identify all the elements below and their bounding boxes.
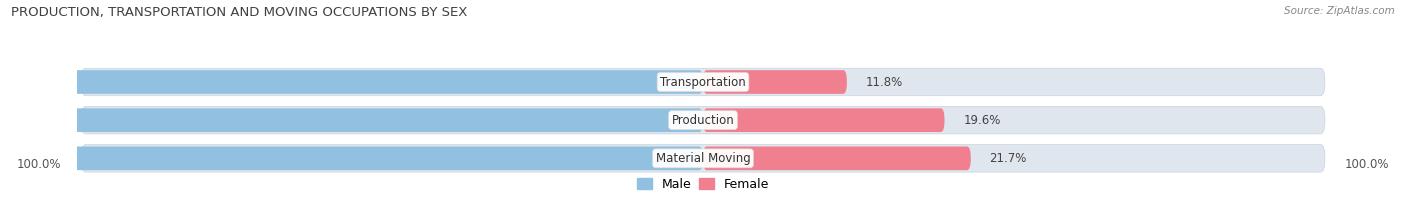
Text: PRODUCTION, TRANSPORTATION AND MOVING OCCUPATIONS BY SEX: PRODUCTION, TRANSPORTATION AND MOVING OC…: [11, 6, 468, 19]
FancyBboxPatch shape: [703, 147, 970, 170]
Text: Material Moving: Material Moving: [655, 152, 751, 165]
FancyBboxPatch shape: [0, 70, 703, 94]
FancyBboxPatch shape: [0, 147, 703, 170]
FancyBboxPatch shape: [703, 70, 846, 94]
Text: 19.6%: 19.6%: [963, 114, 1001, 127]
Text: Production: Production: [672, 114, 734, 127]
Text: Transportation: Transportation: [661, 75, 745, 88]
Text: 100.0%: 100.0%: [1344, 158, 1389, 171]
FancyBboxPatch shape: [0, 108, 703, 132]
FancyBboxPatch shape: [82, 145, 1324, 172]
FancyBboxPatch shape: [82, 106, 1324, 134]
Text: 21.7%: 21.7%: [990, 152, 1026, 165]
FancyBboxPatch shape: [82, 68, 1324, 96]
Text: Source: ZipAtlas.com: Source: ZipAtlas.com: [1284, 6, 1395, 16]
FancyBboxPatch shape: [703, 108, 945, 132]
Text: 11.8%: 11.8%: [866, 75, 903, 88]
Legend: Male, Female: Male, Female: [637, 178, 769, 191]
Text: 100.0%: 100.0%: [17, 158, 62, 171]
